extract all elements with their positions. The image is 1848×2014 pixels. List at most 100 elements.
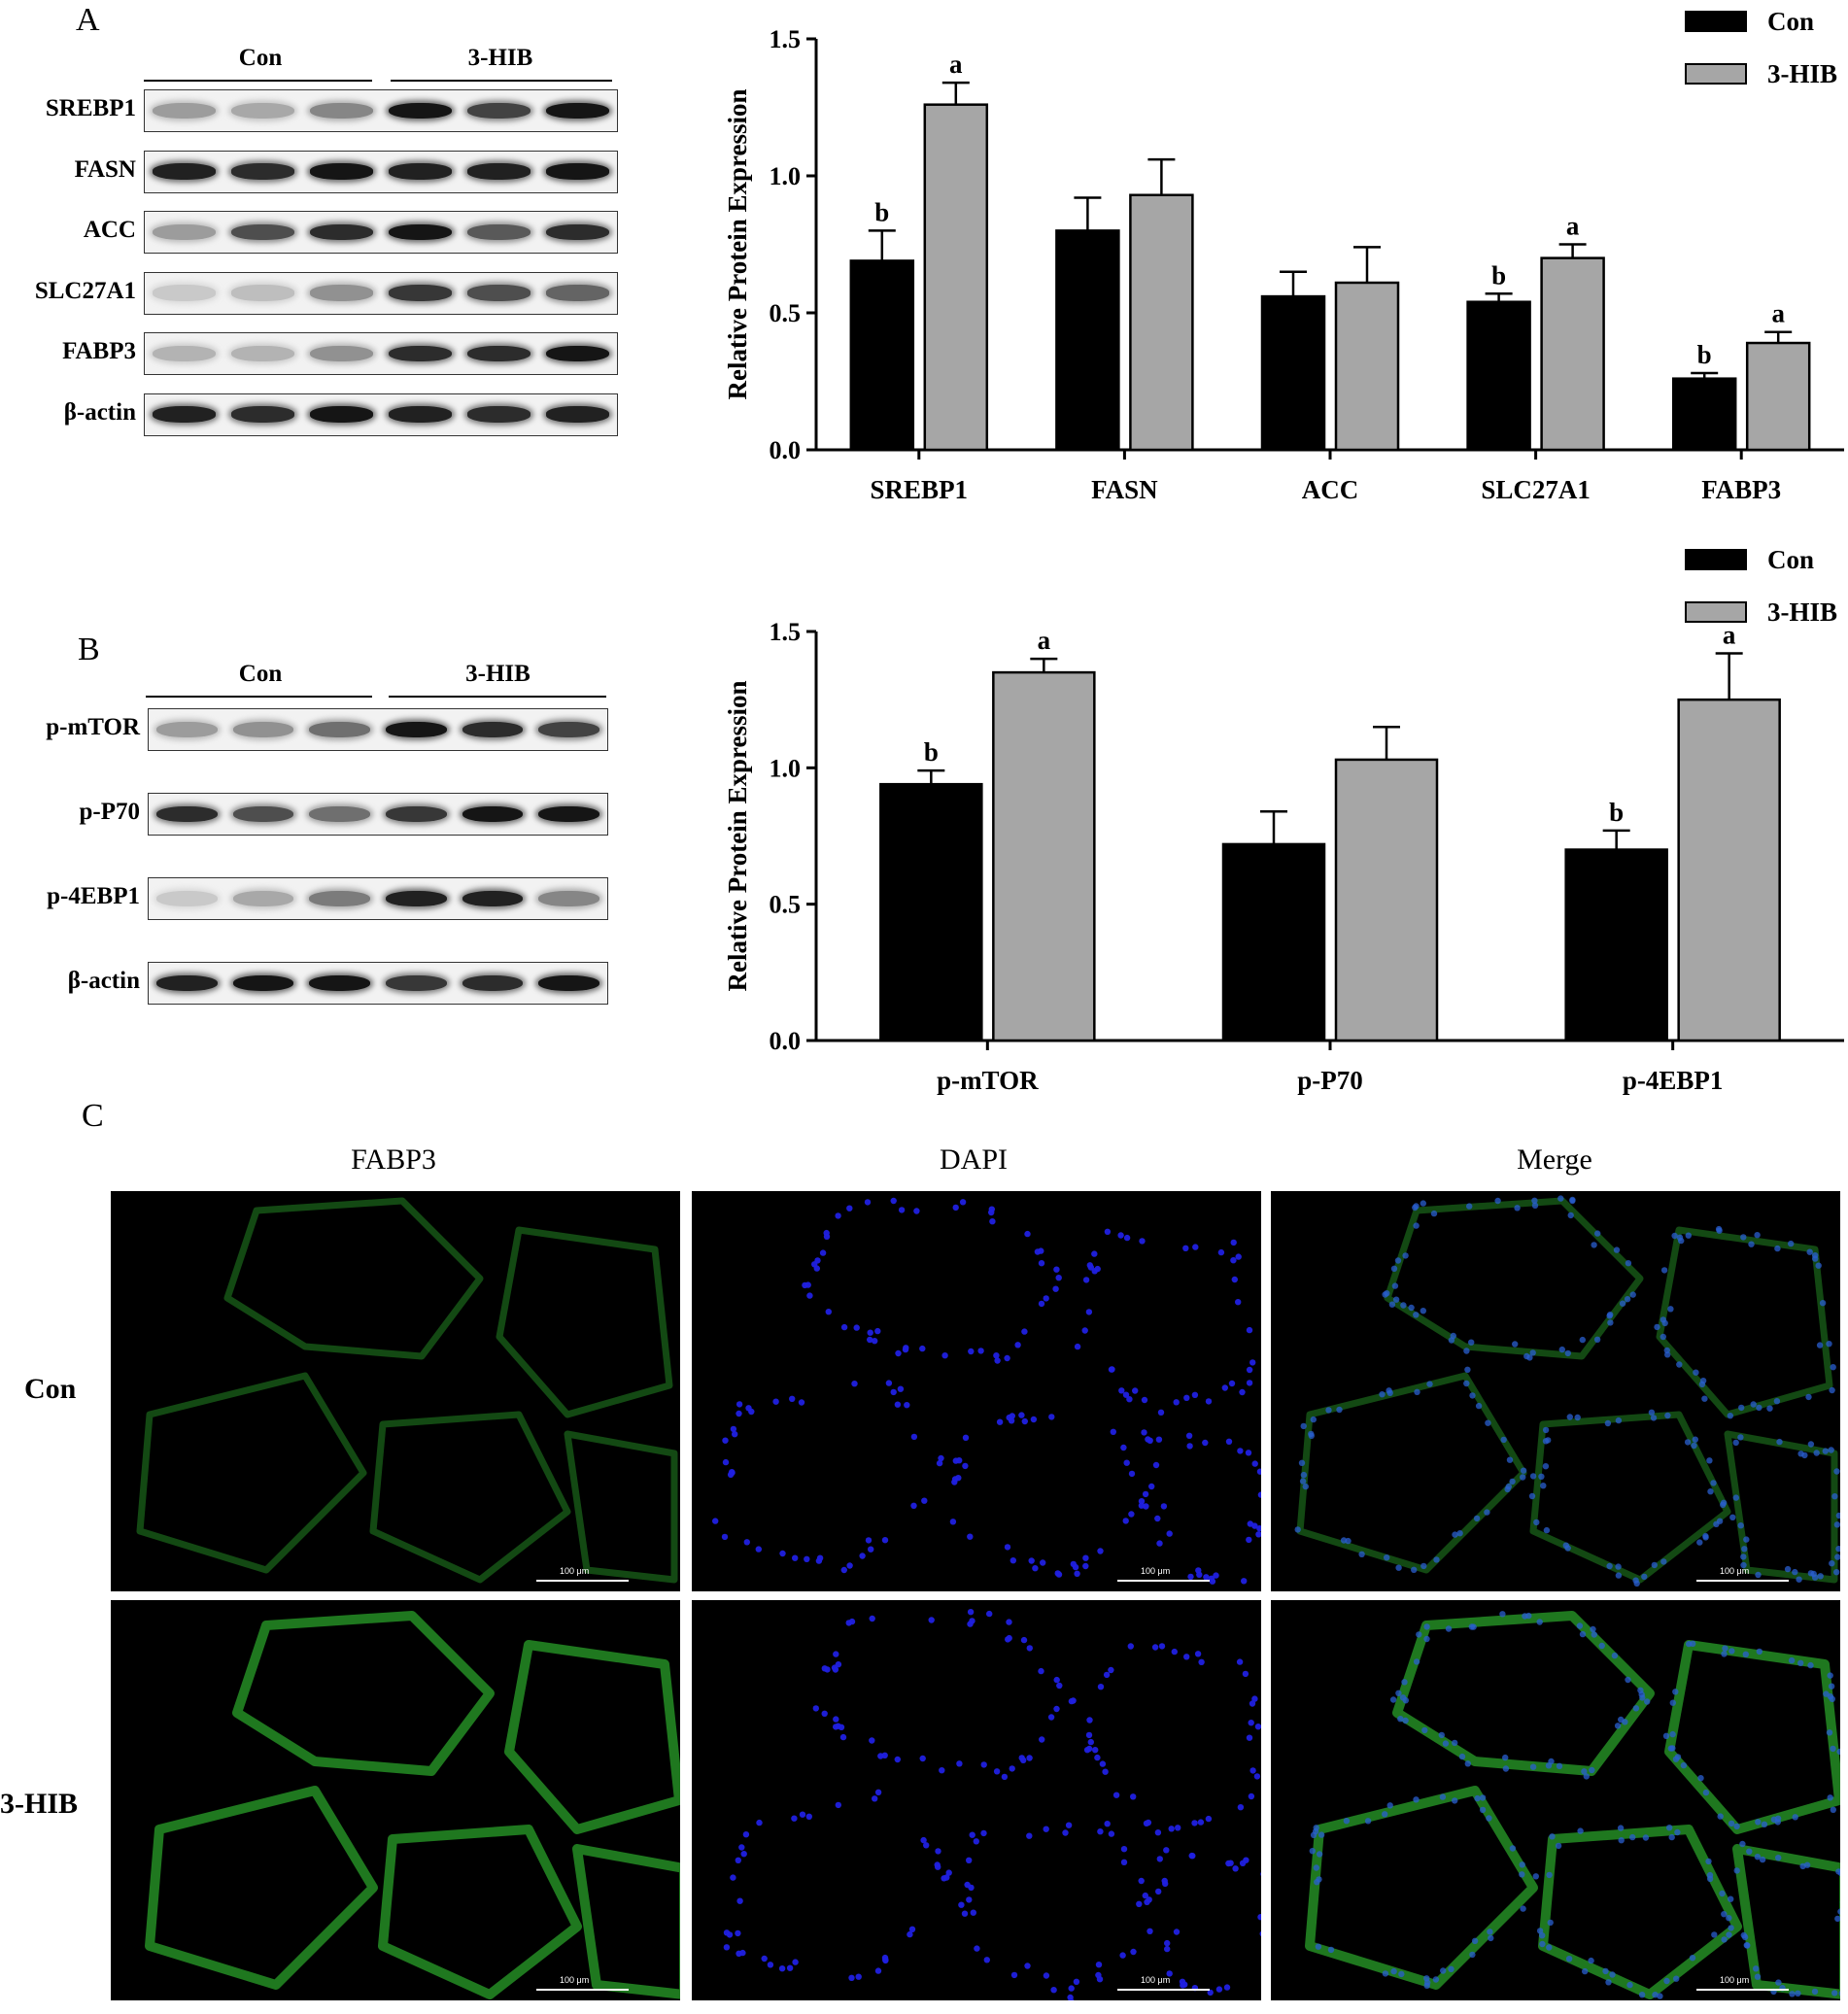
significance-letter: b: [1697, 340, 1712, 369]
micrograph: 100 μm: [1271, 1600, 1840, 2000]
nucleus-dot: [1254, 1724, 1261, 1730]
nucleus-dot: [907, 1930, 913, 1938]
nucleus-dot: [941, 1352, 948, 1359]
nucleus-dot: [1085, 1309, 1093, 1315]
nucleus-dot: [805, 1813, 812, 1820]
blot-band: [310, 163, 373, 180]
y-axis-label: Relative Protein Expression: [723, 681, 752, 992]
nucleus-dot: [951, 1476, 959, 1483]
nucleus-dot: [1202, 1439, 1209, 1447]
nucleus-dot: [1010, 1557, 1016, 1564]
nucleus-dot: [1549, 1833, 1556, 1840]
bar: [1466, 300, 1531, 452]
nucleus-dot: [839, 1733, 847, 1741]
blot-band: [467, 406, 530, 423]
nucleus-dot: [1830, 1745, 1836, 1753]
nucleus-dot: [1728, 1820, 1735, 1827]
nucleus-dot: [1438, 1731, 1445, 1739]
nucleus-dot: [1540, 1483, 1547, 1489]
nucleus-dot: [1132, 1387, 1139, 1394]
nucleus-dot: [1010, 1971, 1018, 1979]
nucleus-dot: [1433, 1556, 1440, 1563]
nucleus-dot: [740, 1851, 747, 1858]
blot-band: [310, 102, 373, 119]
nucleus-dot: [1667, 1306, 1674, 1313]
nucleus-dot: [1237, 1804, 1245, 1811]
nucleus-dot: [869, 1737, 875, 1744]
nucleus-dot: [1146, 1928, 1153, 1934]
micrograph-texture: [1294, 1195, 1840, 1587]
nucleus-dot: [1083, 1747, 1091, 1754]
blot-band: [389, 406, 452, 423]
nucleus-dot: [1166, 1530, 1173, 1537]
nucleus-dot: [1452, 1739, 1458, 1747]
nucleus-dot: [1593, 1336, 1601, 1343]
bar: [1055, 229, 1120, 452]
nucleus-dot: [1536, 1619, 1543, 1625]
nucleus-dot: [1138, 1498, 1146, 1505]
nucleus-dot: [1384, 1554, 1390, 1561]
nucleus-dot: [1807, 1441, 1815, 1448]
scale-bar: [1696, 1989, 1789, 1991]
nucleus-dot: [1408, 1304, 1415, 1312]
blot-band: [538, 974, 600, 992]
nucleus-dot: [1097, 1684, 1105, 1690]
bar: [1129, 193, 1194, 452]
nucleus-dot: [1336, 1406, 1343, 1414]
nucleus-dot: [1533, 1519, 1540, 1526]
nucleus-dot: [1672, 1756, 1680, 1762]
nucleus-dot: [1074, 1343, 1081, 1350]
nucleus-dot: [1796, 1576, 1802, 1583]
nucleus-dot: [1097, 1828, 1104, 1835]
micrograph: 100 μm: [111, 1191, 680, 1591]
nucleus-dot: [1565, 1956, 1573, 1963]
significance-letter: a: [1723, 620, 1736, 649]
nucleus-dot: [1191, 1820, 1198, 1826]
nucleus-dot: [1529, 1473, 1537, 1480]
bar: [879, 782, 983, 1042]
nucleus-dot: [1087, 1738, 1094, 1746]
nucleus-dot: [1103, 1671, 1111, 1679]
nucleus-dot: [1309, 1848, 1316, 1855]
blot-band: [546, 406, 609, 423]
nucleus-dot: [1249, 1767, 1256, 1774]
micrograph: 100 μm: [692, 1191, 1261, 1591]
bar: [1671, 377, 1737, 452]
x-tick-label: p-4EBP1: [1623, 1066, 1724, 1095]
nucleus-dot: [1110, 1428, 1116, 1435]
nucleus-dot: [1577, 1827, 1584, 1834]
blot-a-group-con: Con: [238, 45, 283, 71]
nucleus-dot: [1423, 1982, 1430, 1989]
blot-band: [310, 345, 373, 362]
nucleus-dot: [1120, 1444, 1127, 1451]
nucleus-dot: [1364, 1818, 1372, 1825]
nucleus-dot: [1567, 1212, 1574, 1219]
nucleus-dot: [962, 1462, 969, 1470]
tubule-outline: [572, 1844, 680, 1999]
nucleus-dot: [1598, 1642, 1605, 1650]
bar: [1745, 341, 1811, 452]
nucleus-dot: [1728, 1895, 1734, 1902]
nucleus-dot: [1469, 1392, 1476, 1399]
nucleus-dot: [1399, 1694, 1407, 1701]
blot-band: [310, 223, 373, 241]
blot-band: [467, 223, 530, 241]
nucleus-dot: [855, 1973, 862, 1980]
nucleus-dot: [1246, 1536, 1252, 1544]
nucleus-dot: [1684, 1439, 1692, 1446]
nucleus-dot: [996, 1418, 1004, 1425]
blot-band: [546, 102, 609, 119]
nucleus-dot: [1662, 1732, 1670, 1739]
nucleus-dot: [1246, 1366, 1253, 1374]
blot-band: [389, 345, 452, 362]
nucleus-dot: [721, 1533, 729, 1541]
nucleus-dot: [885, 1380, 893, 1386]
nucleus-dot: [919, 1755, 926, 1762]
scale-bar: [1117, 1580, 1210, 1582]
nucleus-dot: [1144, 1898, 1150, 1905]
nucleus-dot: [833, 1716, 839, 1723]
nucleus-dot: [778, 1965, 786, 1972]
scale-bar-label: 100 μm: [560, 1975, 590, 1985]
nucleus-dot: [973, 1838, 979, 1845]
nucleus-dot: [1542, 1438, 1550, 1445]
